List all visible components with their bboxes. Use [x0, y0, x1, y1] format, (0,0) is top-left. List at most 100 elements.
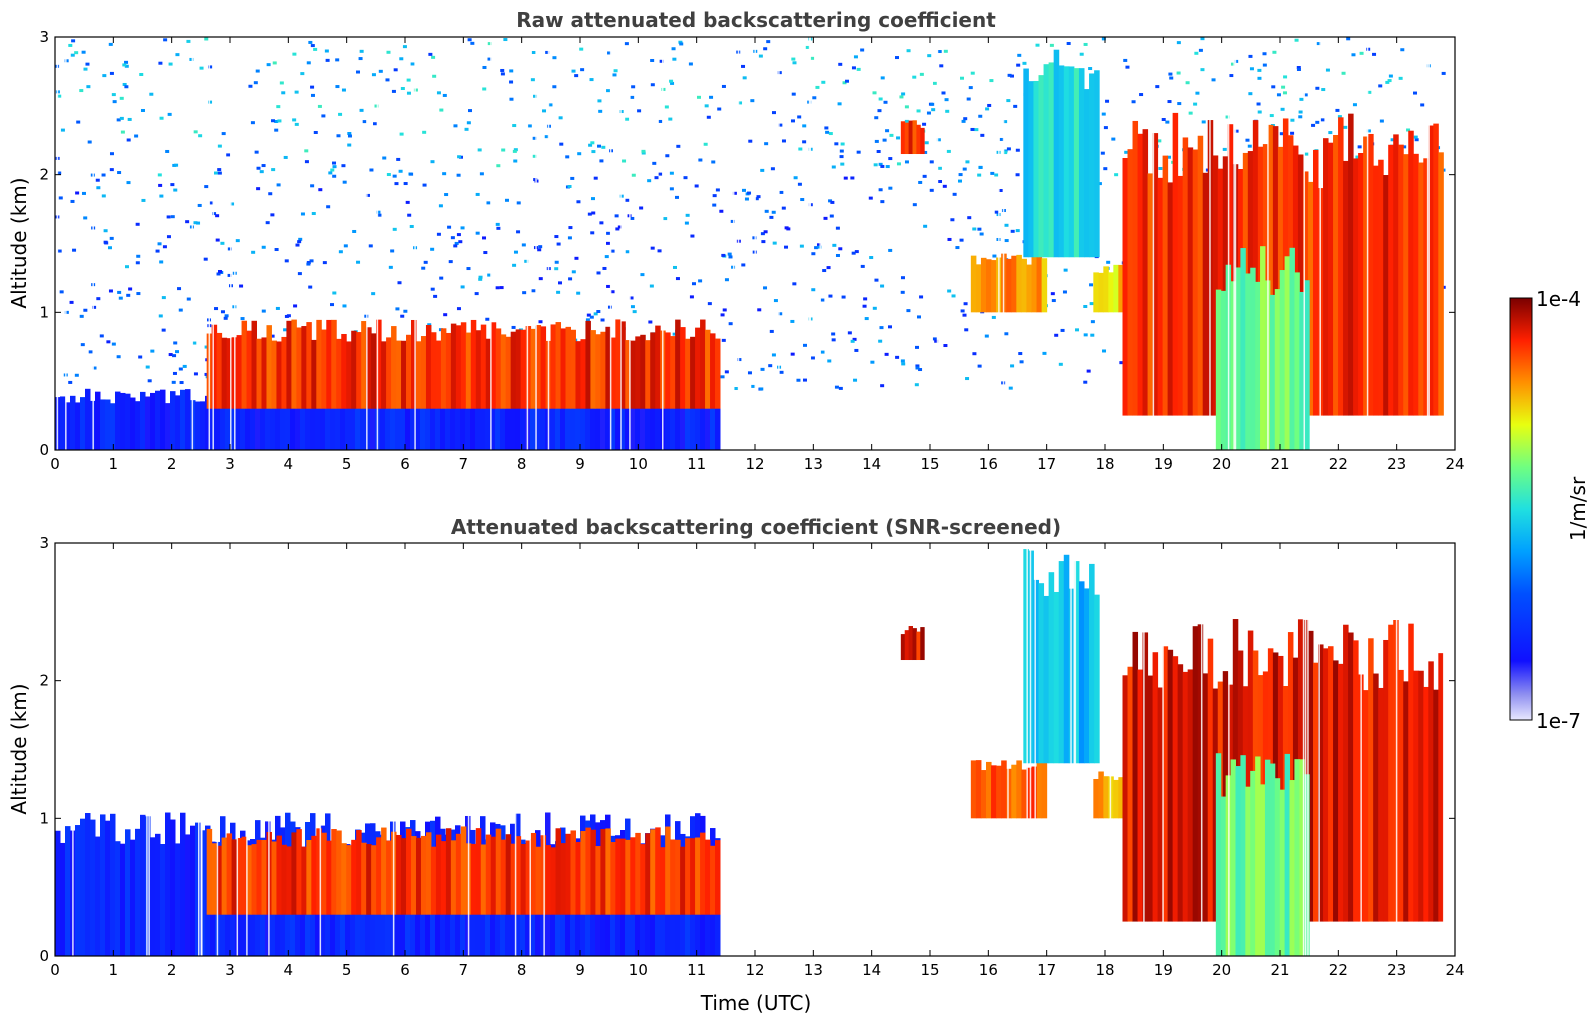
noise-cell: [1341, 71, 1346, 75]
gap-line: [1319, 37, 1321, 450]
noise-cell: [820, 298, 825, 302]
noise-cell: [456, 233, 461, 237]
noise-cell: [798, 147, 803, 151]
feature-cell: [415, 397, 421, 450]
noise-cell: [570, 176, 575, 180]
noise-cell: [338, 112, 343, 116]
noise-cell: [962, 313, 967, 317]
gap-line: [778, 37, 780, 450]
noise-cell: [59, 290, 64, 294]
feature-cell: [585, 827, 591, 915]
noise-cell: [64, 310, 69, 314]
feature-cell: [540, 326, 547, 409]
noise-cell: [221, 132, 226, 136]
gap-line: [201, 543, 203, 956]
noise-cell: [992, 254, 997, 258]
noise-cell: [900, 290, 905, 294]
noise-cell: [479, 172, 484, 176]
noise-cell: [964, 328, 969, 332]
noise-cell: [376, 210, 381, 214]
noise-cell: [382, 156, 387, 160]
noise-cell: [1042, 351, 1047, 355]
noise-cell: [487, 273, 492, 277]
x-tick-label: 24: [1445, 961, 1464, 979]
noise-cell: [1101, 37, 1106, 41]
noise-cell: [814, 246, 819, 250]
feature-cell: [120, 392, 126, 450]
feature-cell: [331, 319, 337, 409]
feature-cell: [1428, 661, 1434, 922]
feature-cell: [215, 388, 221, 450]
feature-cell: [1084, 588, 1090, 764]
noise-cell: [1357, 145, 1362, 149]
noise-cell: [1166, 155, 1171, 159]
feature-cell: [365, 396, 371, 450]
noise-cell: [641, 149, 646, 153]
noise-cell: [466, 121, 471, 125]
noise-cell: [900, 276, 905, 280]
colorbar-unit-label: 1/m/sr: [1566, 476, 1590, 541]
feature-cell: [376, 837, 382, 915]
feature-cell: [301, 326, 307, 409]
noise-cell: [904, 105, 909, 109]
noise-cell: [1257, 68, 1262, 72]
feature-cell: [505, 336, 512, 409]
noise-cell: [649, 284, 654, 288]
noise-cell: [356, 260, 361, 264]
gap-line: [1227, 37, 1230, 450]
noise-cell: [516, 201, 521, 205]
noise-cell: [658, 172, 663, 176]
feature-cell: [490, 836, 497, 915]
noise-cell: [657, 249, 662, 253]
noise-cell: [1017, 53, 1022, 57]
noise-cell: [204, 185, 209, 189]
noise-cell: [554, 235, 559, 239]
feature-cell: [1260, 784, 1266, 956]
noise-cell: [781, 206, 786, 210]
feature-cell: [1294, 759, 1300, 956]
noise-cell: [591, 211, 596, 215]
feature-cell: [1358, 152, 1364, 416]
noise-cell: [938, 180, 943, 184]
noise-cell: [332, 161, 337, 165]
x-tick-label: 13: [804, 961, 823, 979]
gap-line: [1318, 543, 1320, 956]
feature-cell: [630, 340, 636, 409]
gap-line: [148, 543, 150, 956]
noise-cell: [895, 56, 900, 60]
x-tick-label: 18: [1095, 455, 1114, 473]
gap-line: [146, 543, 148, 956]
noise-cell: [768, 364, 773, 368]
feature-cell: [1433, 689, 1439, 922]
noise-cell: [92, 305, 97, 309]
feature-cell: [165, 403, 171, 450]
feature-cell: [1264, 759, 1271, 956]
feature-cell: [145, 816, 151, 956]
feature-cell: [1033, 80, 1039, 258]
feature-cell: [345, 397, 351, 450]
gap-line: [620, 37, 622, 450]
panel-raw-ticks: 0 1 2 3 4 5 6 7 8 9 10 11 12 13 14 15 16 17 18 19 20 21 22 23 24…: [39, 28, 1464, 473]
noise-cell: [802, 124, 807, 128]
feature-cell: [975, 760, 982, 819]
feature-cell: [175, 843, 181, 956]
noise-cell: [365, 193, 370, 197]
noise-cell: [496, 164, 501, 168]
noise-cell: [409, 224, 414, 228]
feature-cell: [1118, 777, 1124, 819]
feature-cell: [1078, 581, 1085, 764]
feature-cell: [1182, 671, 1189, 922]
noise-cell: [57, 249, 62, 253]
noise-cell: [851, 251, 856, 255]
feature-cell: [195, 401, 201, 450]
noise-cell: [979, 232, 984, 236]
noise-cell: [968, 86, 973, 90]
noise-cell: [103, 229, 108, 233]
noise-cell: [216, 272, 221, 276]
feature-cell: [455, 325, 462, 409]
feature-cell: [595, 334, 601, 409]
noise-cell: [175, 53, 180, 57]
noise-cell: [428, 52, 433, 56]
noise-cell: [1398, 76, 1403, 80]
feature-cell: [675, 392, 681, 450]
